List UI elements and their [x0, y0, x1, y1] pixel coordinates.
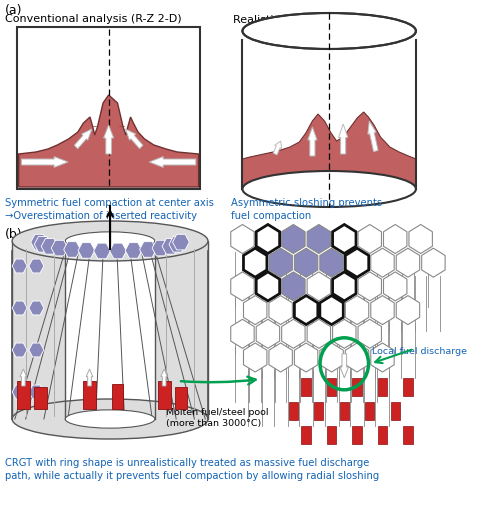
Bar — [327, 426, 336, 444]
Bar — [157, 381, 171, 409]
Text: Realistic (3-D): Realistic (3-D) — [233, 14, 312, 24]
FancyArrow shape — [161, 369, 168, 386]
Bar — [288, 402, 298, 420]
Text: CRGT with ring shape is unrealistically treated as massive fuel discharge
path, : CRGT with ring shape is unrealistically … — [5, 457, 379, 480]
Bar — [403, 426, 413, 444]
FancyArrow shape — [20, 369, 27, 386]
Bar — [242, 32, 416, 189]
Bar — [314, 402, 324, 420]
Bar — [175, 387, 187, 409]
Bar — [83, 381, 96, 409]
FancyArrow shape — [273, 142, 282, 156]
Bar — [391, 402, 400, 420]
Bar — [301, 426, 311, 444]
Bar — [340, 402, 349, 420]
Bar — [352, 378, 362, 396]
Ellipse shape — [12, 222, 208, 262]
Text: (a): (a) — [5, 4, 22, 17]
Bar — [34, 387, 47, 409]
Ellipse shape — [12, 399, 208, 439]
Bar — [301, 378, 311, 396]
Bar — [17, 381, 30, 409]
Bar — [365, 402, 374, 420]
FancyArrow shape — [340, 354, 348, 378]
Text: Molten fuel/steel pool
(more than 3000°C): Molten fuel/steel pool (more than 3000°C… — [166, 407, 268, 427]
Bar — [403, 378, 413, 396]
Bar — [12, 241, 208, 419]
Polygon shape — [242, 113, 416, 189]
Polygon shape — [19, 96, 199, 188]
FancyArrow shape — [149, 157, 196, 168]
FancyArrow shape — [338, 125, 348, 155]
Text: Local fuel discharge: Local fuel discharge — [372, 346, 467, 355]
FancyArrow shape — [125, 130, 143, 149]
FancyArrow shape — [104, 126, 114, 155]
Ellipse shape — [242, 14, 416, 50]
Bar — [352, 426, 362, 444]
Bar — [378, 378, 387, 396]
Text: Conventional analysis (R-Z 2-D): Conventional analysis (R-Z 2-D) — [5, 14, 181, 24]
Bar — [378, 426, 387, 444]
Ellipse shape — [242, 172, 416, 208]
FancyArrow shape — [22, 157, 68, 168]
Text: (b): (b) — [5, 228, 22, 240]
Bar — [65, 241, 155, 419]
FancyArrow shape — [74, 130, 92, 149]
Ellipse shape — [65, 410, 155, 428]
Bar — [112, 384, 123, 409]
FancyArrow shape — [308, 128, 317, 157]
Text: Symmetric fuel compaction at center axis
→Overestimation of inserted reactivity: Symmetric fuel compaction at center axis… — [5, 197, 214, 220]
Bar — [17, 28, 201, 189]
Bar — [327, 378, 336, 396]
Text: Asymmetric sloshing prevents
fuel compaction: Asymmetric sloshing prevents fuel compac… — [231, 197, 383, 220]
Ellipse shape — [65, 232, 155, 250]
FancyArrow shape — [86, 369, 93, 386]
FancyArrow shape — [368, 122, 378, 153]
